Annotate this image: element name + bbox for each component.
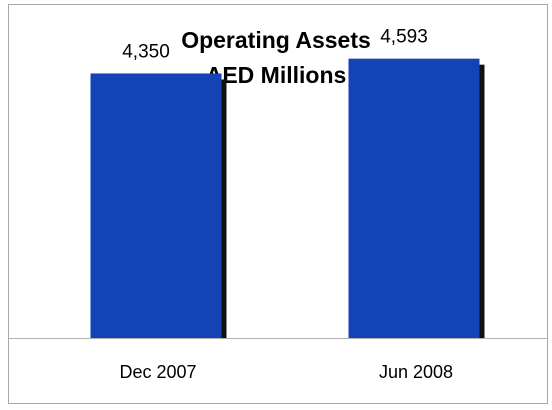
chart-title: Operating Assets: [181, 27, 371, 53]
bar-shadow: [479, 64, 485, 339]
bar-value-label: 4,350: [122, 41, 170, 62]
x-tick-label: Jun 2008: [379, 362, 453, 382]
bar-jun-2008: [348, 58, 480, 338]
chart-subtitle: AED Millions: [205, 62, 347, 88]
x-tick-label: Dec 2007: [119, 362, 196, 382]
bar-dec-2007: [90, 73, 222, 339]
bar-value-label: 4,593: [380, 27, 428, 48]
bar-shadow: [221, 79, 227, 339]
